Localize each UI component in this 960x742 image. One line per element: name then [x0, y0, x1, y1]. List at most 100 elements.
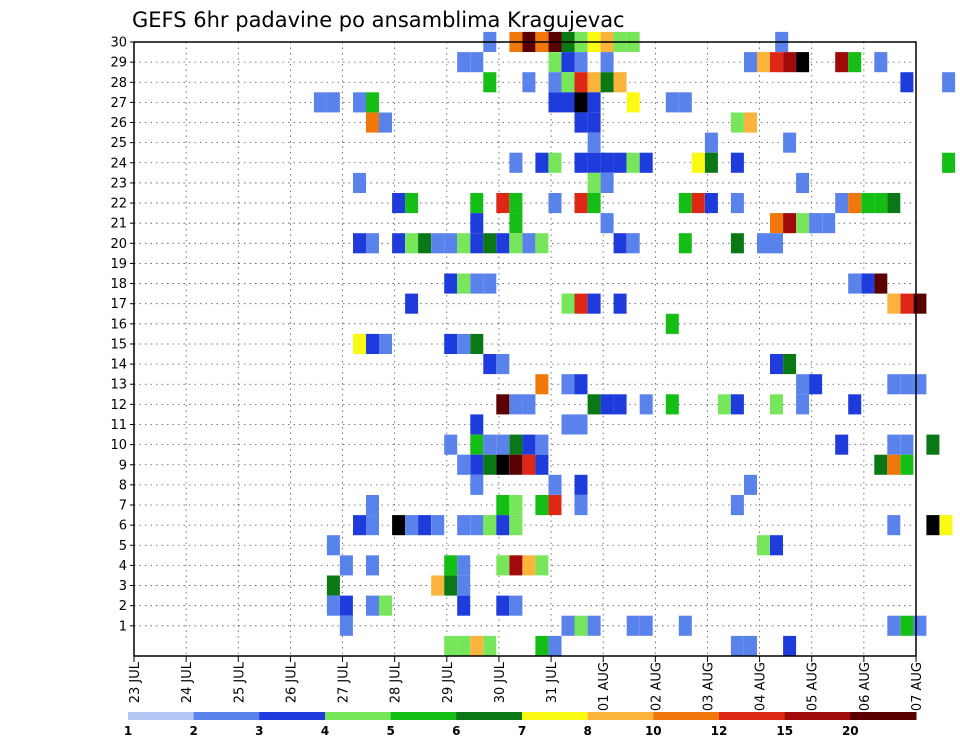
heatmap-cell	[626, 152, 640, 173]
heatmap-cell	[496, 354, 510, 375]
y-tick-label: 29	[110, 56, 127, 71]
heatmap-cell	[483, 354, 497, 375]
heatmap-cell	[353, 233, 366, 254]
legend-swatch	[390, 712, 457, 720]
chart-title: GEFS 6hr padavine po ansamblima Kragujev…	[132, 8, 625, 32]
heatmap-cell	[496, 595, 510, 616]
heatmap-cell	[861, 193, 875, 214]
legend-label: 5	[387, 724, 395, 738]
heatmap-cell	[535, 152, 549, 173]
heatmap-cell	[704, 152, 718, 173]
heatmap-cell	[665, 394, 679, 415]
heatmap-cell	[548, 495, 562, 516]
heatmap-cell	[770, 535, 783, 556]
heatmap-cell	[431, 515, 445, 536]
heatmap-cell	[548, 92, 562, 113]
legend-swatch	[128, 712, 195, 720]
heatmap-cell	[730, 394, 744, 415]
heatmap-cell	[561, 72, 575, 93]
heatmap-cell	[587, 132, 601, 153]
x-tick-label: 25 JUL	[232, 661, 247, 703]
heatmap-cell	[470, 233, 484, 254]
heatmap-cell	[509, 595, 523, 616]
heatmap-cell	[457, 635, 471, 656]
y-tick-label: 3	[119, 579, 127, 594]
heatmap-cell	[600, 213, 614, 234]
y-tick-label: 10	[110, 438, 127, 453]
heatmap-cell	[548, 474, 562, 495]
y-tick-label: 20	[110, 237, 127, 252]
heatmap-cell	[470, 52, 484, 73]
heatmap-cell	[730, 112, 744, 133]
heatmap-cell	[535, 233, 549, 254]
heatmap-cell	[717, 394, 731, 415]
legend-label: 20	[842, 724, 859, 738]
heatmap-cell	[496, 495, 510, 516]
heatmap-cell	[874, 193, 888, 214]
heatmap-cell	[900, 72, 914, 93]
heatmap-cell	[639, 152, 653, 173]
x-tick-label: 29 JUL	[441, 661, 456, 703]
heatmap-cell	[626, 615, 640, 636]
legend-label: 3	[255, 724, 263, 738]
y-tick-label: 26	[110, 116, 127, 131]
heatmap-cell	[600, 52, 614, 73]
heatmap-cell	[496, 394, 510, 415]
heatmap-cell	[587, 394, 601, 415]
y-tick-label: 23	[110, 176, 127, 191]
heatmap-cell	[796, 172, 810, 193]
y-tick-label: 5	[119, 539, 127, 554]
heatmap-cell	[730, 152, 744, 173]
x-tick-label: 05 AUG	[806, 662, 821, 711]
heatmap-cell	[366, 333, 379, 354]
heatmap-cell	[457, 454, 471, 475]
legend-swatch	[587, 712, 654, 720]
heatmap-cell	[574, 52, 588, 73]
heatmap-cell	[548, 635, 562, 656]
legend-swatch	[784, 712, 851, 720]
heatmap-cell	[744, 474, 757, 495]
y-tick-label: 27	[110, 96, 127, 111]
heatmap-cell	[457, 333, 471, 354]
heatmap-cell	[509, 515, 523, 536]
y-tick-label: 12	[110, 398, 127, 413]
heatmap-cell	[796, 52, 810, 73]
heatmap-cell	[770, 213, 783, 234]
heatmap-cell	[887, 293, 901, 314]
heatmap-cell	[509, 394, 523, 415]
heatmap-cell	[522, 72, 536, 93]
heatmap-cell	[730, 635, 744, 656]
heatmap-cell	[483, 273, 497, 294]
heatmap-cell	[574, 112, 588, 133]
heatmap-cell	[431, 575, 445, 596]
heatmap-cell	[561, 374, 575, 395]
heatmap-cell	[744, 112, 757, 133]
heatmap-cell	[457, 555, 471, 576]
heatmap-cell	[366, 495, 379, 516]
heatmap-cell	[770, 233, 783, 254]
heatmap-cell	[835, 193, 849, 214]
legend-label: 10	[645, 724, 662, 738]
heatmap-cell	[691, 193, 705, 214]
y-tick-label: 21	[110, 217, 127, 232]
legend-label: 8	[584, 724, 592, 738]
heatmap-cell	[942, 72, 956, 93]
heatmap-cell	[496, 434, 510, 455]
heatmap-cell	[796, 374, 810, 395]
heatmap-cell	[574, 193, 588, 214]
heatmap-cell	[587, 172, 601, 193]
x-tick-label: 06 AUG	[858, 662, 873, 711]
legend-label: 2	[190, 724, 198, 738]
heatmap-cell	[587, 293, 601, 314]
heatmap-cell	[600, 72, 614, 93]
heatmap-cell	[665, 313, 679, 334]
heatmap-cell	[874, 454, 888, 475]
heatmap-cell	[483, 233, 497, 254]
heatmap-cell	[339, 595, 353, 616]
heatmap-cell	[535, 454, 549, 475]
y-tick-label: 11	[110, 418, 127, 433]
legend-label: 6	[452, 724, 460, 738]
heatmap-cell	[848, 394, 862, 415]
heatmap-cell	[470, 333, 484, 354]
